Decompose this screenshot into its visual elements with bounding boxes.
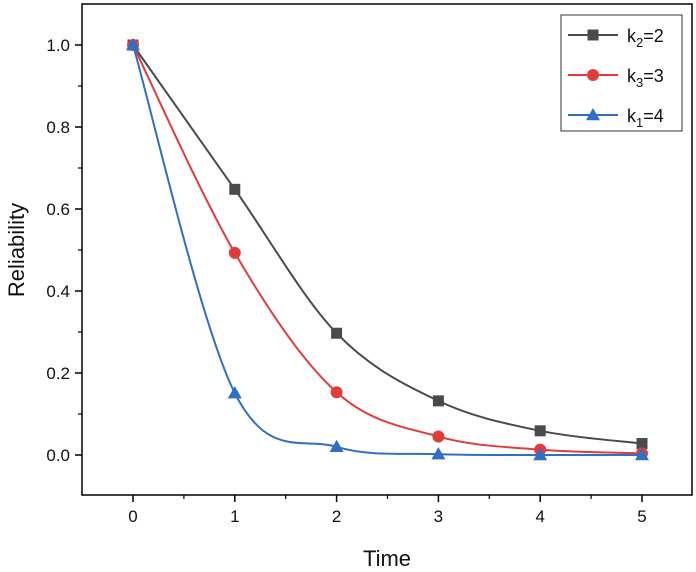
series-k1: [126, 38, 649, 461]
series-k1-point: [431, 447, 446, 460]
series-k3-point: [330, 386, 343, 399]
x-axis-title: Time: [363, 546, 411, 571]
y-tick-label: 0.4: [46, 282, 70, 301]
y-tick-label: 1.0: [46, 36, 70, 55]
x-tick-label: 0: [128, 507, 137, 526]
series-k3-point: [432, 430, 445, 443]
x-tick-label: 4: [535, 507, 544, 526]
x-tick-label: 3: [434, 507, 443, 526]
legend-label-k2: k2=2: [627, 26, 664, 50]
series-k2-point: [534, 425, 546, 437]
series-k2-point: [432, 395, 444, 407]
series-k1-point: [329, 439, 344, 453]
series-k1-point: [533, 448, 548, 461]
x-tick-label: 5: [637, 507, 646, 526]
legend-marker-k1: [586, 108, 600, 121]
legend-label-k3: k3=3: [627, 66, 664, 90]
legend-box: [560, 14, 683, 132]
series-k1-point: [126, 38, 140, 51]
legend: k2=2 k3=3 k1=4: [560, 14, 683, 132]
y-tick-label: 0.2: [46, 364, 70, 383]
y-axis-title: Reliability: [4, 203, 29, 297]
series-k2-point: [229, 183, 241, 195]
x-tick-label: 2: [332, 507, 341, 526]
legend-marker-k3: [587, 69, 599, 81]
x-tick-label: 1: [230, 507, 239, 526]
series-k2-point: [636, 438, 648, 450]
series-k1-point: [635, 448, 649, 461]
axis-ticks: 0 1 2 3 4 5 0.0 0.2 0.4 0.6 0.8 1.0: [46, 36, 646, 526]
legend-label-k1: k1=4: [627, 106, 664, 130]
y-tick-label: 0.6: [46, 200, 70, 219]
series-layer: [126, 38, 649, 461]
legend-marker-k2: [587, 29, 599, 41]
series-k1-point: [227, 386, 242, 399]
y-tick-label: 0.8: [46, 118, 70, 137]
series-k2-point: [331, 327, 343, 339]
series-k3-point: [228, 246, 241, 259]
y-tick-label: 0.0: [46, 446, 70, 465]
